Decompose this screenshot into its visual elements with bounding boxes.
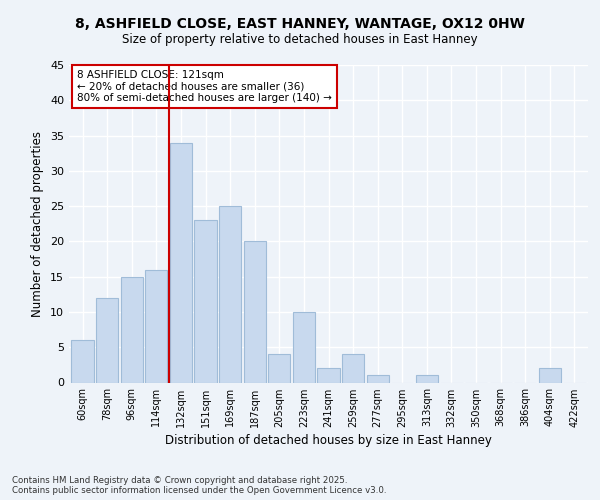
Bar	[96, 298, 118, 382]
Bar	[317, 368, 340, 382]
Bar	[293, 312, 315, 382]
Text: Contains HM Land Registry data © Crown copyright and database right 2025.
Contai: Contains HM Land Registry data © Crown c…	[12, 476, 386, 495]
Bar	[71, 340, 94, 382]
Text: Size of property relative to detached houses in East Hanney: Size of property relative to detached ho…	[122, 32, 478, 46]
X-axis label: Distribution of detached houses by size in East Hanney: Distribution of detached houses by size …	[165, 434, 492, 447]
Bar	[342, 354, 364, 382]
Bar	[367, 376, 389, 382]
Bar	[121, 276, 143, 382]
Text: 8 ASHFIELD CLOSE: 121sqm
← 20% of detached houses are smaller (36)
80% of semi-d: 8 ASHFIELD CLOSE: 121sqm ← 20% of detach…	[77, 70, 332, 103]
Bar	[539, 368, 561, 382]
Bar	[145, 270, 167, 382]
Bar	[416, 376, 438, 382]
Bar	[268, 354, 290, 382]
Bar	[219, 206, 241, 382]
Bar	[194, 220, 217, 382]
Text: 8, ASHFIELD CLOSE, EAST HANNEY, WANTAGE, OX12 0HW: 8, ASHFIELD CLOSE, EAST HANNEY, WANTAGE,…	[75, 18, 525, 32]
Bar	[170, 142, 192, 382]
Bar	[244, 242, 266, 382]
Y-axis label: Number of detached properties: Number of detached properties	[31, 130, 44, 317]
